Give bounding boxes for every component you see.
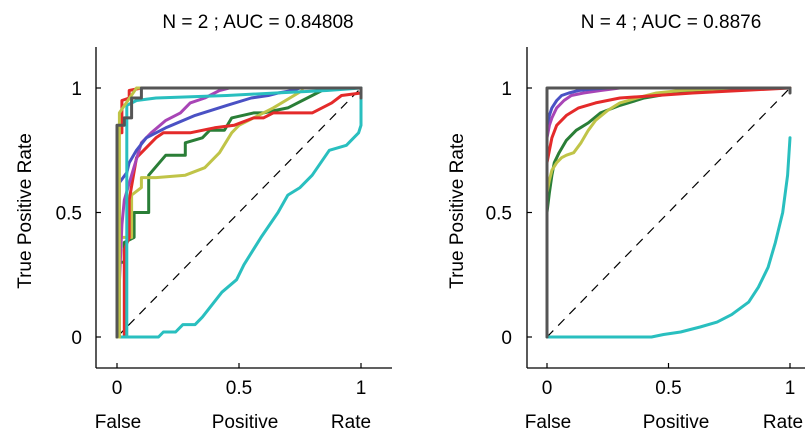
roc-curve-6 (545, 86, 610, 127)
x-axis-label-word: Positive (643, 412, 710, 433)
y-tick-label: 0.5 (486, 204, 512, 225)
roc-curve-5 (115, 86, 231, 339)
y-tick-label: 0 (71, 328, 82, 349)
roc-curve-1 (545, 136, 792, 339)
roc-curve-3 (545, 86, 792, 195)
roc-curve-5 (545, 86, 622, 140)
x-tick-label: 1 (356, 378, 367, 399)
chart-title: N = 2 ; AUC = 0.84808 (162, 12, 353, 33)
chance-diagonal (546, 87, 791, 338)
x-axis-label-word: Positive (212, 412, 279, 433)
y-tick-label: 0 (501, 328, 512, 349)
x-axis-label-word: False (525, 412, 571, 433)
y-tick-label: 0.5 (56, 204, 82, 225)
x-axis-label-word: Rate (763, 412, 803, 433)
roc-curve-10 (115, 86, 363, 339)
roc-curve-4 (545, 86, 792, 165)
x-tick-label: 0 (112, 378, 123, 399)
roc-chart-n2: N = 2 ; AUC = 0.84808 True Positive Rate… (15, 12, 392, 433)
roc-curve-8 (115, 86, 363, 339)
x-axis-label-word: False (95, 412, 141, 433)
roc-curve-1 (115, 86, 363, 339)
roc-chart-n4: N = 4 ; AUC = 0.8876 True Positive Rate … (447, 12, 805, 433)
x-tick-label: 0 (542, 378, 553, 399)
y-axis-label: True Positive Rate (447, 133, 468, 289)
chance-diagonal (116, 87, 362, 338)
x-tick-label: 1 (785, 378, 796, 399)
y-axis-label: True Positive Rate (15, 133, 36, 289)
y-tick-label: 1 (71, 79, 82, 100)
x-tick-label: 0.5 (226, 378, 252, 399)
roc-curve-7 (545, 86, 792, 339)
chart-title: N = 4 ; AUC = 0.8876 (581, 12, 762, 33)
x-axis-label-word: Rate (331, 412, 371, 433)
roc-curve-4 (115, 91, 363, 339)
y-tick-label: 1 (501, 79, 512, 100)
x-tick-label: 0.5 (655, 378, 681, 399)
